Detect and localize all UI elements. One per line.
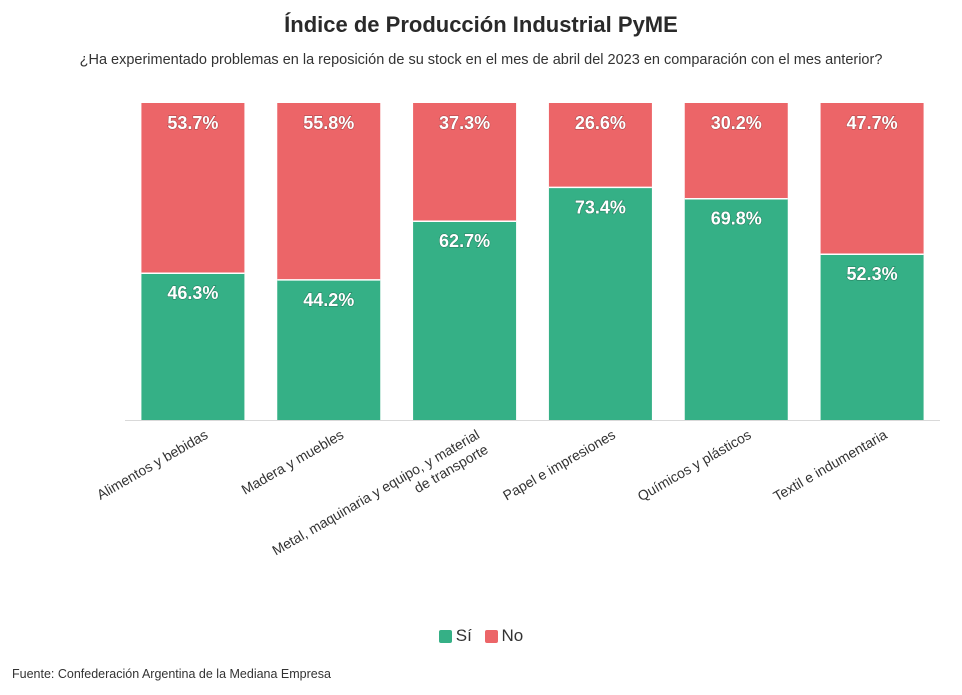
legend-label-si: Sí [455,626,472,645]
bar-si-2 [413,221,517,420]
bar-si-4 [684,198,788,420]
data-label-si-0: 46.3% [167,283,218,303]
bar-no-2 [413,103,517,222]
data-label-no-1: 55.8% [303,113,354,133]
bar-si-3 [548,187,652,420]
data-label-si-3: 73.4% [575,197,626,217]
data-label-no-2: 37.3% [439,113,490,133]
chart-title: Índice de Producción Industrial PyME [284,12,678,37]
chart-subtitle: ¿Ha experimentado problemas en la reposi… [79,52,883,68]
bar-no-5 [820,103,924,255]
bar-si-5 [820,254,924,420]
bar-si-1 [277,279,381,420]
category-label-line: Textil e indumentaria [770,426,889,504]
bar-no-3 [548,103,652,188]
category-label-line: Químicos y plásticos [635,426,754,504]
data-label-no-3: 26.6% [575,113,626,133]
data-label-si-2: 62.7% [439,231,490,251]
bar-no-1 [277,103,381,280]
bar-no-4 [684,103,788,199]
legend-item-si[interactable]: Sí [438,626,472,646]
legend: Sí No [0,626,962,648]
source-note: Fuente: Confederación Argentina de la Me… [12,667,331,681]
legend-item-no[interactable]: No [484,626,524,646]
legend-swatch-si [438,629,452,643]
category-label-0: Alimentos y bebidas [94,426,211,503]
legend-swatch-no [484,629,498,643]
data-label-no-0: 53.7% [167,113,218,133]
category-label-4: Químicos y plásticos [635,426,754,504]
data-label-si-4: 69.8% [711,209,762,229]
legend-label-no: No [501,626,524,645]
data-label-si-1: 44.2% [303,290,354,310]
data-label-no-4: 30.2% [711,113,762,133]
data-label-no-5: 47.7% [847,113,898,133]
category-label-line: Madera y muebles [239,426,347,497]
category-label-line: Papel e impresiones [500,426,618,503]
stacked-bar-chart: 53.7% 46.3% Alimentos y bebidas 55.8% 44.2% M… [94,103,940,558]
category-label-line: Metal, maquinaria y equipo, y material [269,426,482,558]
bar-si-0 [141,273,245,420]
data-label-si-5: 52.3% [847,264,898,284]
category-label-5: Textil e indumentaria [770,426,889,504]
category-label-line: Alimentos y bebidas [94,426,211,503]
bar-no-0 [141,103,245,274]
category-label-1: Madera y muebles [239,426,347,497]
category-label-3: Papel e impresiones [500,426,618,503]
